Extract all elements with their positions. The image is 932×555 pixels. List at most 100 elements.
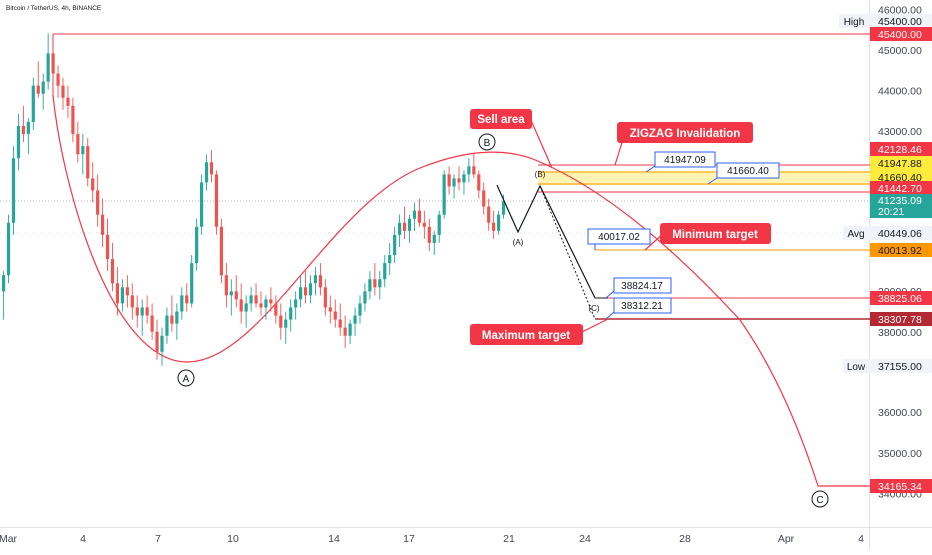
- x-tick-label: 24: [579, 533, 591, 545]
- candle-body: [279, 315, 283, 328]
- candle-body: [274, 303, 278, 316]
- candle-body: [130, 295, 134, 308]
- candle-body: [150, 315, 154, 332]
- candle-body: [140, 307, 144, 316]
- maximum-target-label: Maximum target: [482, 330, 570, 342]
- candle-body: [26, 121, 30, 135]
- candle-body: [348, 323, 352, 336]
- candle-body: [234, 291, 238, 300]
- candle-body: [467, 166, 471, 175]
- candle-body: [165, 315, 169, 336]
- candle-body: [41, 81, 45, 94]
- candle-body: [383, 263, 387, 280]
- wave-path: [496, 184, 596, 299]
- candle-body: [328, 307, 332, 312]
- candle-body: [2, 275, 6, 292]
- price-box-4: 38824.17: [605, 277, 672, 299]
- badge-40013-text: 40013.92: [878, 245, 922, 257]
- price-box-4-value: 38824.17: [621, 281, 663, 292]
- x-tick-label: 4: [80, 533, 86, 545]
- badge-38307-text: 38307.78: [878, 314, 922, 326]
- candle-body: [219, 226, 223, 276]
- candle-body: [31, 85, 35, 122]
- low-label: Low: [847, 362, 866, 373]
- candle-body: [388, 255, 392, 264]
- candle-body: [76, 134, 80, 155]
- candle-body: [412, 210, 417, 219]
- candle-body: [363, 291, 367, 304]
- candle-body: [86, 146, 90, 179]
- x-tick-label: 28: [679, 533, 691, 545]
- y-tick-label: 36000.00: [878, 407, 922, 419]
- price-box-5-value: 38312.21: [621, 301, 663, 312]
- high-badge: High 45400.00: [839, 14, 932, 28]
- candle-body: [200, 182, 204, 227]
- candle-body: [244, 303, 248, 312]
- candle-body: [462, 174, 466, 183]
- projection-curve: [52, 94, 819, 487]
- candle-body: [91, 178, 95, 191]
- last-price-badge: [870, 194, 932, 218]
- sell-zone: [538, 171, 870, 185]
- candle-body: [96, 190, 100, 215]
- candle-body: [264, 299, 268, 308]
- avg-badge: Avg 40449.06: [843, 226, 932, 240]
- price-box-5: 38312.21: [605, 297, 672, 320]
- badge-41442: [870, 181, 932, 195]
- candle-body: [457, 178, 461, 183]
- high-value: 45400.00: [878, 16, 922, 28]
- candle-body: [284, 319, 288, 328]
- price-box-2-value: 41660.40: [727, 166, 769, 177]
- price-box-1: 41947.09: [645, 151, 716, 173]
- x-tick-label: 14: [328, 533, 340, 545]
- candle-body: [115, 283, 120, 304]
- y-tick-label: 35000.00: [878, 448, 922, 460]
- candle-body: [452, 178, 456, 187]
- high-label: High: [844, 17, 865, 28]
- wave-b-label: B: [484, 138, 491, 149]
- candle-body: [190, 263, 194, 304]
- candle-body: [368, 279, 372, 292]
- candle-body: [333, 311, 337, 320]
- x-tick-label: 4: [858, 533, 864, 545]
- candle-body: [338, 319, 342, 328]
- candlestick-series: [2, 33, 506, 366]
- candle-body: [393, 234, 397, 256]
- price-box-2: 41660.40: [707, 162, 780, 185]
- candle-body: [81, 146, 85, 155]
- candle-body: [299, 287, 303, 300]
- candle-body: [101, 214, 105, 235]
- sell-area-callout: Sell area: [470, 109, 553, 169]
- candle-body: [487, 206, 491, 223]
- candle-body: [497, 214, 501, 231]
- maximum-target-callout: Maximum target: [470, 318, 609, 345]
- candle-body: [6, 222, 11, 276]
- candle-body: [155, 331, 159, 352]
- candle-body: [36, 85, 40, 94]
- badge-38825: [870, 291, 932, 305]
- candle-body: [407, 218, 412, 231]
- y-tick-label: 38000.00: [878, 327, 922, 339]
- wave-c-label: C: [816, 495, 823, 506]
- last-price-text: 41235.09: [878, 195, 922, 207]
- candle-body: [353, 315, 357, 324]
- candle-body: [437, 214, 441, 235]
- candle-body: [402, 222, 407, 231]
- candle-body: [427, 226, 431, 243]
- candle-body: [21, 125, 25, 135]
- candle-body: [120, 287, 124, 304]
- candle-body: [249, 295, 253, 304]
- badge-38307: [870, 312, 932, 326]
- candle-body: [313, 275, 318, 284]
- candle-body: [56, 73, 60, 86]
- candle-body: [160, 335, 164, 352]
- candle-body: [66, 97, 70, 106]
- badge-34165-text: 34165.34: [878, 481, 922, 493]
- price-box-3: 40017.02: [587, 228, 651, 250]
- subwave-a-label: (A): [513, 238, 524, 247]
- y-tick-label: 46000.00: [878, 5, 922, 17]
- badge-45400: [870, 27, 932, 41]
- low-badge: Low 37155.00: [843, 359, 932, 373]
